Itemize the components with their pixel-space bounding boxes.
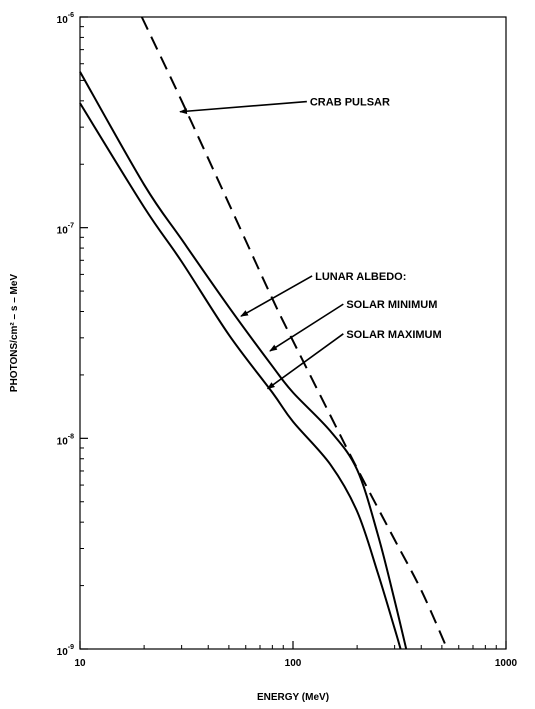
y-tick-label: 10-9 <box>57 644 74 658</box>
y-axis: 10-9 10-8 10-7 10-6 <box>57 12 88 658</box>
series-layer <box>79 16 449 650</box>
plot-frame <box>79 16 507 650</box>
annotations: CRAB PULSAR LUNAR ALBEDO: SOLAR MINIMUM SOL… <box>179 97 442 390</box>
annotation-arrow <box>240 275 313 317</box>
annotation-arrow <box>266 333 344 390</box>
annotation-label: CRAB PULSAR <box>310 97 390 109</box>
y-tick-label: 10-8 <box>57 433 74 447</box>
x-tick-label: 1000 <box>495 658 518 669</box>
annotation-label: SOLAR MINIMUM <box>346 299 437 311</box>
y-axis-title: PHOTONS/cm² – s – MeV <box>9 274 20 393</box>
series-line-1 <box>140 16 449 650</box>
series-line-3 <box>79 102 402 650</box>
x-axis-title: ENERGY (MeV) <box>257 692 329 703</box>
y-tick-label: 10-7 <box>57 223 74 237</box>
annotation-arrow <box>179 100 307 115</box>
x-tick-label: 10 <box>74 658 86 669</box>
y-tick-label: 10-6 <box>57 12 74 26</box>
series-line-2 <box>79 71 408 650</box>
x-tick-label: 100 <box>285 658 302 669</box>
annotation-arrow <box>269 303 344 352</box>
annotation-label: SOLAR MAXIMUM <box>346 329 441 341</box>
annotation-label: LUNAR ALBEDO: <box>315 271 406 283</box>
x-axis: 10 100 1000 <box>74 641 518 669</box>
